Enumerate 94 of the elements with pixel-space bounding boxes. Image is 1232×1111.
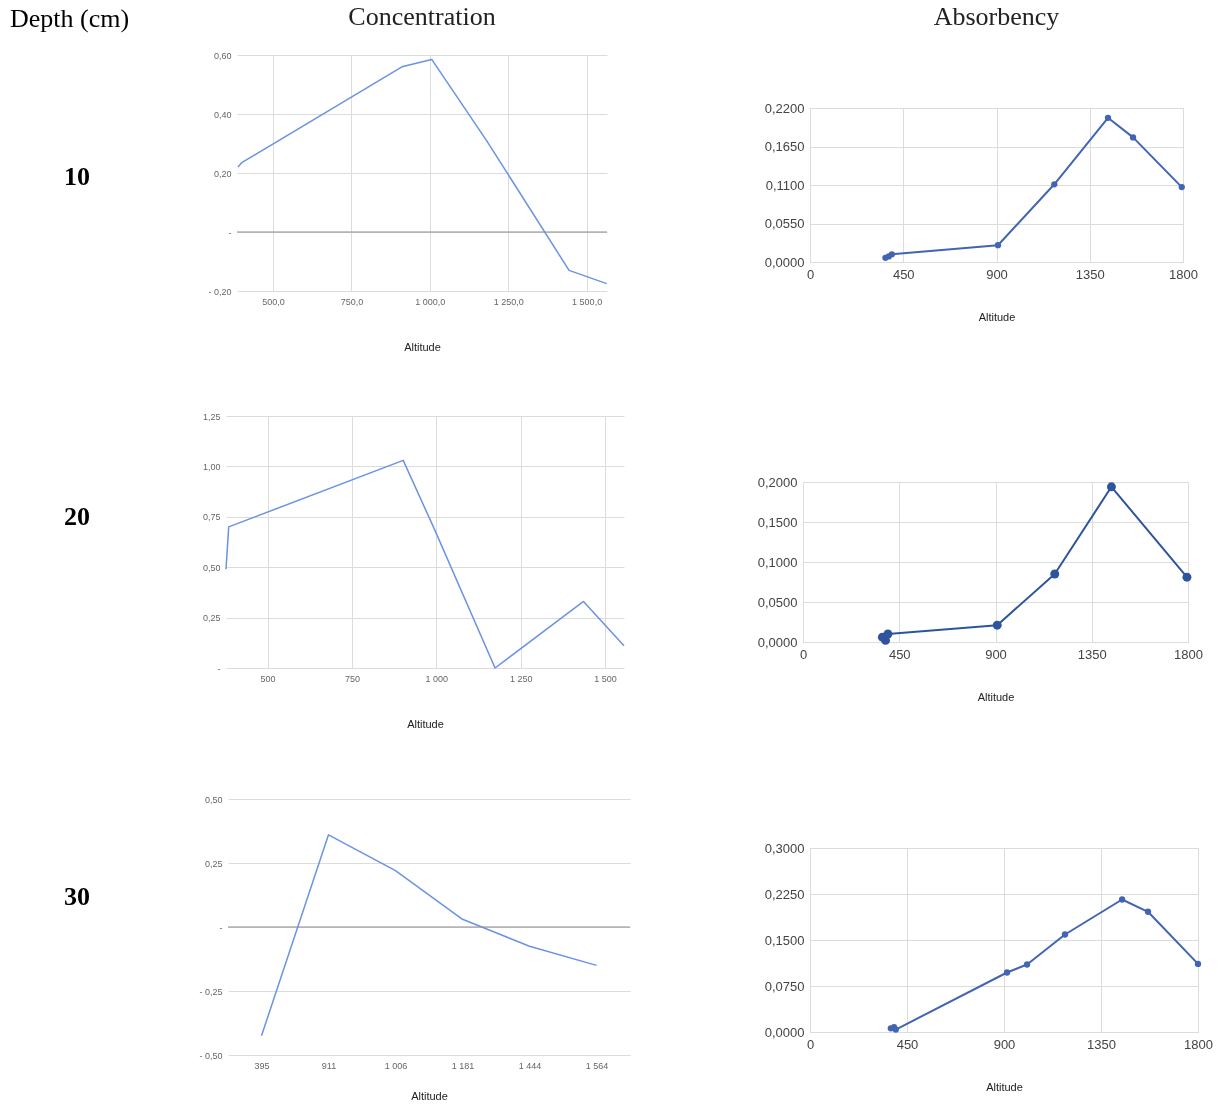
y-tick-label: 0,75 bbox=[202, 512, 221, 523]
point bbox=[1104, 114, 1112, 121]
chart-title: Concentration bbox=[348, 2, 496, 31]
y-tick-label: 0,25 bbox=[202, 613, 221, 624]
y-tick-label: 0,0000 bbox=[764, 254, 805, 270]
y-tick-label: 0,60 bbox=[213, 50, 232, 61]
point bbox=[1129, 134, 1137, 141]
x-tick-label: 1 500 bbox=[594, 673, 617, 684]
x-axis-title: Altitude bbox=[407, 717, 444, 730]
x-axis-title: Altitude bbox=[978, 310, 1016, 323]
x-tick-label: 1 000,0 bbox=[415, 296, 446, 307]
x-tick-label: 500,0 bbox=[262, 296, 285, 307]
y-tick-label: 0,0550 bbox=[764, 216, 805, 231]
x-tick-label: 450 bbox=[896, 1036, 919, 1052]
x-tick-label: 1350 bbox=[1087, 1036, 1116, 1052]
text: Depth (cm) bbox=[10, 4, 130, 34]
x-tick-label: 500 bbox=[260, 673, 276, 684]
y-tick-label: 0,0500 bbox=[757, 594, 798, 610]
point bbox=[1023, 961, 1031, 968]
y-tick-label: 0,1000 bbox=[757, 554, 798, 570]
x-tick-label: 1 500,0 bbox=[572, 296, 603, 307]
y-tick-label: 0,1650 bbox=[764, 139, 805, 154]
point bbox=[1003, 969, 1011, 976]
point bbox=[1051, 181, 1058, 188]
x-axis-title: Altitude bbox=[411, 1089, 448, 1102]
y-tick-label: 0,50 bbox=[202, 562, 221, 573]
text: 10 bbox=[64, 162, 90, 192]
x-tick-label: 1 250,0 bbox=[493, 296, 524, 307]
x-tick-label: 450 bbox=[888, 646, 911, 662]
x-tick-label: 1 564 bbox=[585, 1060, 609, 1071]
y-tick-label: 0,0000 bbox=[764, 1024, 805, 1040]
y-tick-label: 1,00 bbox=[202, 461, 221, 472]
x-tick-label: 450 bbox=[892, 266, 915, 282]
x-axis-title: Altitude bbox=[977, 690, 1015, 703]
y-tick-label: 0,20 bbox=[213, 168, 232, 179]
y-tick-label: 0,1500 bbox=[764, 932, 805, 948]
x-tick-label: 1800 bbox=[1184, 1036, 1213, 1052]
x-tick-label: 1 444 bbox=[518, 1060, 542, 1071]
y-tick-label: 0,3000 bbox=[764, 840, 805, 856]
point bbox=[1118, 896, 1126, 903]
y-tick-label: - 0,20 bbox=[208, 286, 232, 297]
point bbox=[1106, 482, 1116, 492]
y-tick-label: 0,0750 bbox=[764, 978, 805, 994]
point bbox=[992, 620, 1002, 630]
x-tick-label: 1800 bbox=[1169, 266, 1198, 282]
x-tick-label: 1 250 bbox=[509, 673, 533, 684]
x-tick-label: 1350 bbox=[1075, 266, 1105, 282]
y-tick-label: - bbox=[217, 663, 221, 674]
y-tick-label: - bbox=[228, 227, 232, 238]
y-tick-label: 1,25 bbox=[202, 411, 221, 422]
point bbox=[1182, 572, 1192, 582]
point bbox=[1144, 908, 1152, 915]
point bbox=[1194, 960, 1202, 968]
line-series bbox=[225, 459, 625, 669]
y-tick-label: 0,25 bbox=[204, 858, 223, 869]
x-tick-label: 1 006 bbox=[384, 1060, 408, 1071]
x-tick-label: 900 bbox=[986, 266, 1008, 282]
x-tick-label: 395 bbox=[254, 1060, 270, 1071]
x-axis-title: Altitude bbox=[404, 340, 441, 353]
y-tick-label: - 0,25 bbox=[199, 986, 223, 997]
y-tick-label: 0,1500 bbox=[757, 514, 798, 530]
x-tick-label: 1350 bbox=[1077, 646, 1107, 662]
y-tick-label: 0,0000 bbox=[757, 634, 798, 650]
y-tick-label: 0,2250 bbox=[764, 886, 805, 902]
point bbox=[883, 629, 893, 639]
x-tick-label: 750,0 bbox=[340, 296, 364, 307]
point bbox=[994, 242, 1002, 249]
point bbox=[888, 251, 896, 258]
text: 20 bbox=[64, 502, 90, 532]
x-tick-label: 750 bbox=[344, 673, 360, 684]
x-tick-label: 0 bbox=[806, 266, 815, 282]
y-tick-label: 0,1100 bbox=[765, 177, 805, 193]
point bbox=[1050, 569, 1060, 579]
line-series bbox=[237, 58, 608, 285]
y-tick-label: 0,40 bbox=[213, 109, 232, 120]
x-tick-label: 1800 bbox=[1174, 646, 1203, 662]
x-axis-title: Altitude bbox=[986, 1080, 1023, 1093]
y-tick-label: 0,2200 bbox=[764, 100, 805, 116]
chart-title: Absorbency bbox=[933, 2, 1060, 31]
text: 30 bbox=[64, 882, 90, 912]
x-tick-label: 911 bbox=[321, 1060, 337, 1071]
x-tick-label: 1 181 bbox=[451, 1060, 475, 1071]
point bbox=[1178, 183, 1185, 191]
point bbox=[1061, 931, 1069, 938]
y-tick-label: 0,2000 bbox=[757, 474, 798, 490]
x-tick-label: 1 000 bbox=[425, 673, 449, 684]
line-series bbox=[260, 834, 598, 1037]
x-tick-label: 0 bbox=[799, 646, 808, 662]
y-tick-label: - bbox=[219, 922, 223, 933]
x-tick-label: 900 bbox=[993, 1036, 1016, 1052]
x-tick-label: 900 bbox=[985, 646, 1007, 662]
x-tick-label: 0 bbox=[806, 1036, 815, 1052]
y-tick-label: - 0,50 bbox=[199, 1050, 223, 1061]
y-tick-label: 0,50 bbox=[204, 794, 223, 805]
